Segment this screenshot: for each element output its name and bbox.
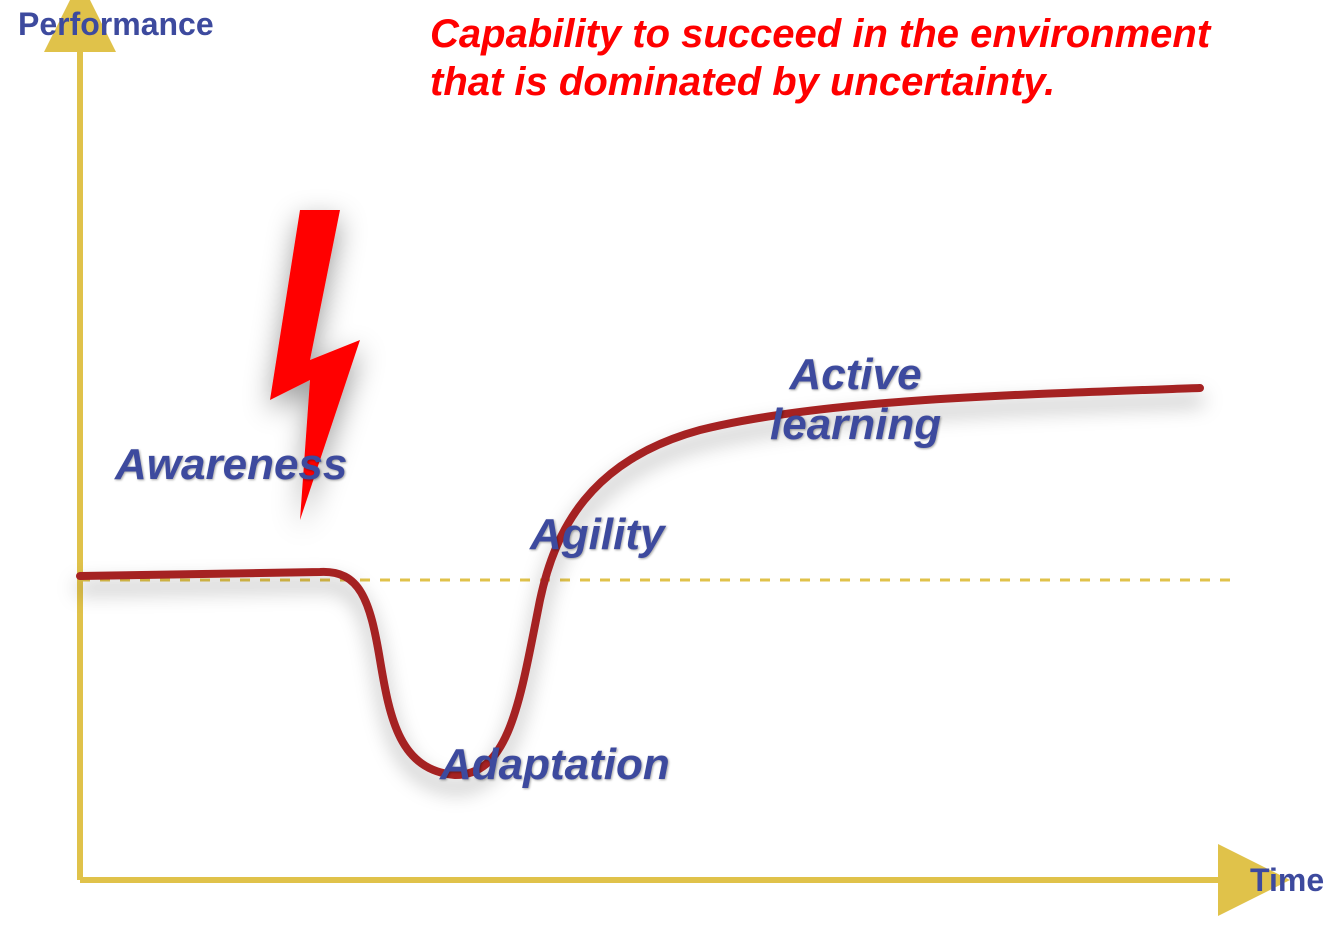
diagram-stage: Performance Time Capability to succeed i… bbox=[0, 0, 1332, 929]
y-axis-label: Performance bbox=[18, 6, 214, 43]
phase-label-adaptation: Adaptation bbox=[440, 740, 670, 790]
phase-label-agility: Agility bbox=[530, 510, 664, 560]
phase-label-awareness: Awareness bbox=[115, 440, 347, 490]
headline-text: Capability to succeed in the environment… bbox=[430, 10, 1230, 106]
x-axis-label: Time bbox=[1250, 862, 1324, 899]
phase-label-active: Active learning bbox=[770, 350, 941, 450]
